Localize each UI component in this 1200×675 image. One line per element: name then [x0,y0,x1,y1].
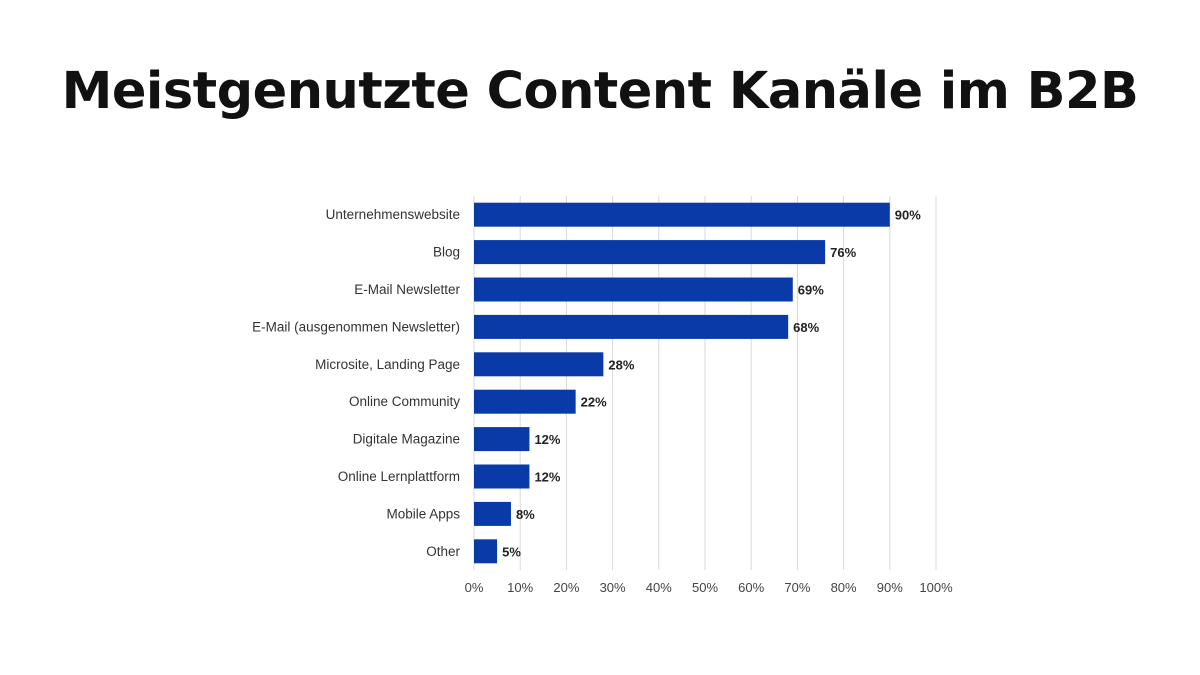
x-tick-label: 20% [553,580,579,595]
category-label: E-Mail (ausgenommen Newsletter) [252,319,460,334]
x-tick-label: 60% [738,580,764,595]
bar [474,314,789,339]
x-tick-label: 50% [692,580,718,595]
category-label: Online Community [349,394,460,409]
x-tick-label: 80% [831,580,857,595]
bars [474,202,890,564]
labels: 0% 10% 20% 30% 40% 50% 60% 70% 80% 90% 100% Unterne… [252,207,953,595]
data-label: 90% [895,208,921,223]
data-label: 5% [502,544,521,559]
bar [474,389,576,414]
bar [474,202,890,227]
category-label: Mobile Apps [386,506,460,521]
category-label: E-Mail Newsletter [354,282,460,297]
category-label: Unternehmenswebsite [326,207,460,222]
category-label: Online Lernplattform [338,469,460,484]
x-tick-label: 100% [919,580,953,595]
data-label: 76% [830,245,856,260]
x-tick-label: 0% [465,580,484,595]
bar [474,427,530,452]
bar [474,501,511,526]
x-tick-label: 10% [507,580,533,595]
x-tick-label: 90% [877,580,903,595]
category-label: Digitale Magazine [353,432,460,447]
x-tick-label: 40% [646,580,672,595]
page-title: Meistgenutzte Content Kanäle im B2B [61,62,1139,121]
x-tick-label: 30% [600,580,626,595]
bar [474,539,498,564]
bar [474,464,530,489]
x-tick-label: 70% [784,580,810,595]
bar [474,277,793,302]
data-label: 68% [793,320,819,335]
bar [474,240,826,265]
category-label: Blog [433,245,460,260]
data-label: 12% [534,470,560,485]
data-label: 12% [534,432,560,447]
bar [474,352,604,377]
category-label: Other [426,544,460,559]
data-label: 69% [798,283,824,298]
category-label: Microsite, Landing Page [315,357,460,372]
data-label: 22% [581,395,607,410]
data-label: 8% [516,507,535,522]
data-label: 28% [608,357,634,372]
